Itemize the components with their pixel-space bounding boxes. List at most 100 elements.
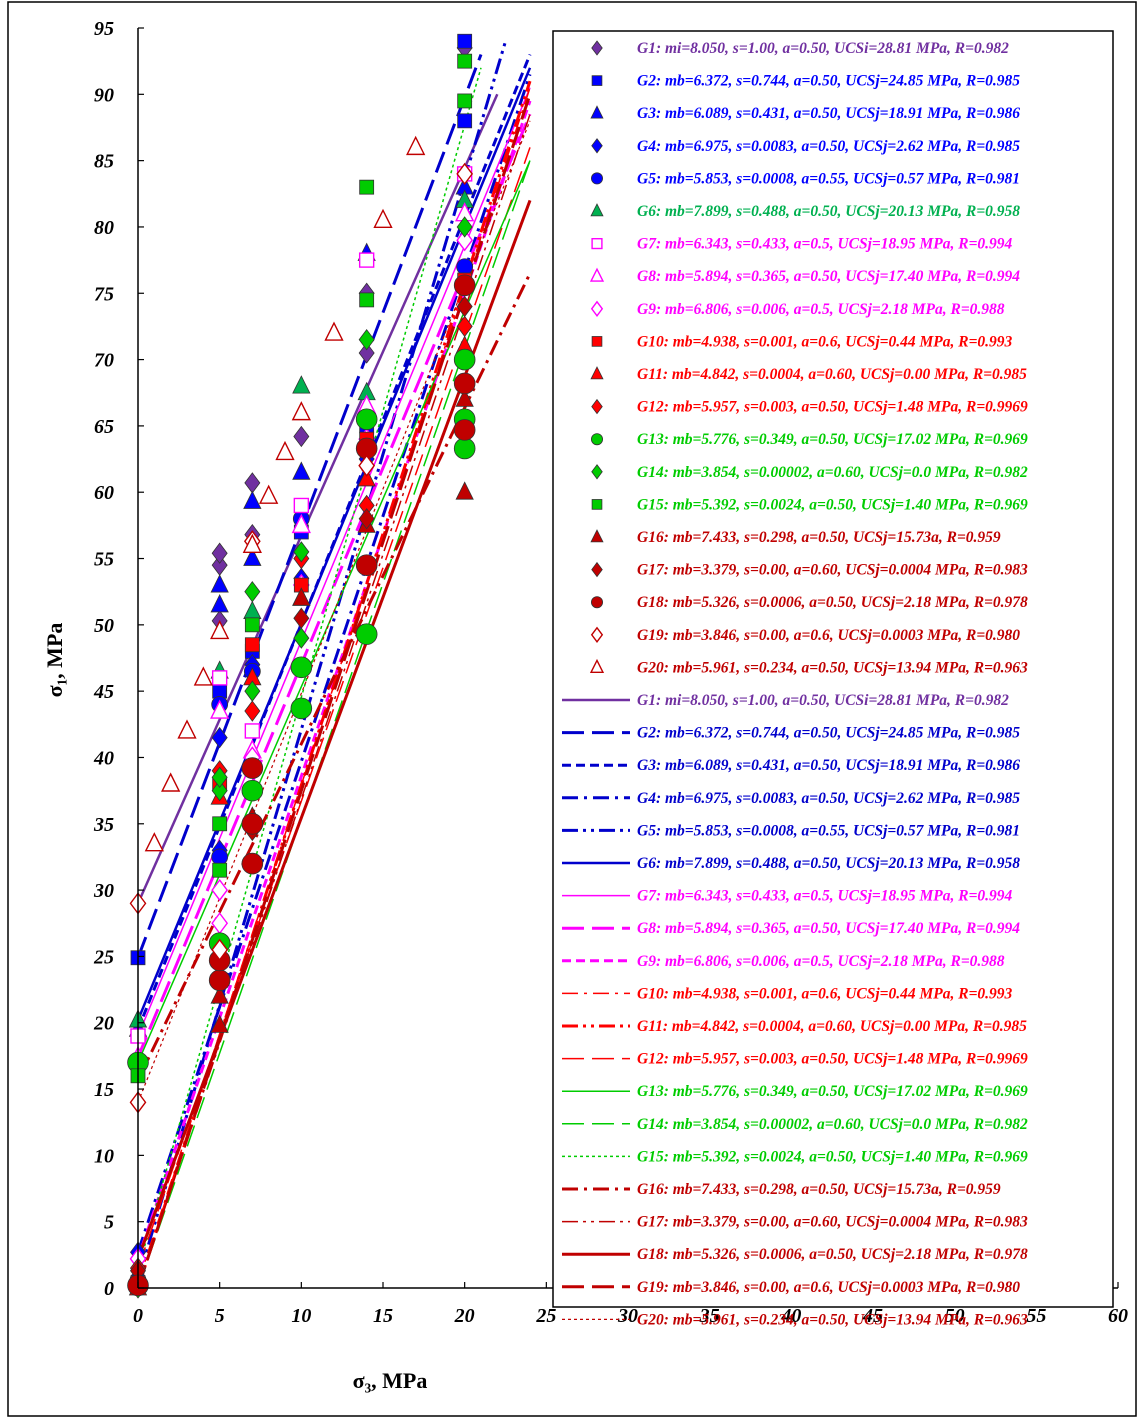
point-g8 (291, 513, 311, 534)
point-g2 (457, 33, 473, 49)
point-g15 (244, 617, 260, 633)
point-g5 (456, 258, 474, 276)
y-tick-label: 35 (93, 814, 114, 836)
point-g15 (457, 93, 473, 109)
fit-line-1 (136, 93, 499, 904)
point-g20 (324, 321, 344, 341)
fit-line-9 (136, 100, 532, 1260)
point-g18 (208, 969, 231, 992)
y-tick-label: 50 (94, 615, 114, 637)
point-g20 (144, 832, 164, 852)
y-tick-label: 65 (94, 416, 114, 438)
point-g20 (373, 208, 393, 229)
y-tick-label: 85 (94, 151, 114, 173)
point-g13 (290, 656, 313, 679)
point-g7 (293, 497, 310, 514)
x-tick-label: 15 (373, 1305, 393, 1327)
point-g12 (456, 315, 473, 338)
point-g3 (210, 594, 229, 613)
y-axis-title: σ₁, MPa (42, 623, 67, 698)
legend-marker-g9 (590, 300, 604, 317)
point-g17 (293, 607, 310, 629)
legend-marker-g19 (590, 626, 604, 643)
point-g19 (456, 162, 474, 186)
point-g14 (211, 779, 228, 802)
y-tick-label: 95 (94, 18, 114, 40)
fit-line-5 (136, 40, 507, 1281)
point-g14 (293, 541, 310, 563)
point-g13 (355, 623, 378, 645)
legend-fit-label-g3: G3: mb=6.089, s=0.431, a=0.50, UCSj=18.9… (637, 757, 1020, 774)
legend-fit-label-g18: G18: mb=5.326, s=0.0006, a=0.50, UCSj=2.… (637, 1246, 1028, 1263)
x-tick-label: 25 (535, 1305, 556, 1327)
point-g3 (243, 490, 262, 509)
y-tick-label: 90 (94, 84, 114, 106)
legend-fit-label-g4: G4: mb=6.975, s=0.0083, a=0.50, UCSj=2.6… (637, 790, 1020, 807)
y-tick-label: 55 (94, 549, 114, 571)
legend-marker-g3 (590, 105, 604, 119)
legend-fit-label-g11: G11: mb=4.842, s=0.0004, a=0.60, UCSj=0.… (637, 1018, 1027, 1035)
legend-label-g9: G9: mb=6.806, s=0.006, a=0.5, UCSj=2.18 … (637, 301, 1005, 318)
x-tick-label: 20 (454, 1305, 475, 1327)
legend-marker-g17 (591, 561, 603, 578)
legend-fit-label-g12: G12: mb=5.957, s=0.003, a=0.50, UCSj=1.4… (637, 1051, 1028, 1068)
point-g14 (456, 216, 473, 238)
point-g20 (177, 719, 197, 739)
legend-fit-label-g9: G9: mb=6.806, s=0.006, a=0.5, UCSj=2.18 … (637, 953, 1005, 970)
point-g8 (210, 699, 230, 719)
point-g16 (210, 1014, 229, 1033)
point-g13 (355, 408, 378, 431)
point-g15 (359, 292, 375, 308)
legend-label-g4: G4: mb=6.975, s=0.0083, a=0.50, UCSj=2.6… (637, 138, 1020, 155)
legend-label-g3: G3: mb=6.089, s=0.431, a=0.50, UCSj=18.9… (637, 105, 1020, 122)
axes: 0 5 10 15 20 25 30 35 40 45 50 55 60 0 5 10 15 20 25 30 35 40… (93, 18, 1128, 1327)
x-tick-label: 55 (1026, 1305, 1046, 1327)
x-tick-label: 0 (133, 1305, 143, 1327)
point-g5 (211, 848, 229, 866)
point-g3 (292, 461, 311, 480)
point-g18 (241, 852, 264, 875)
point-g13 (241, 779, 264, 802)
point-g14 (358, 329, 375, 351)
legend-label-g6: G6: mb=7.899, s=0.488, a=0.50, UCSj=20.1… (637, 203, 1020, 220)
point-g15 (212, 816, 228, 832)
legend-box (552, 30, 1114, 1308)
fit-line-17 (137, 113, 531, 1289)
legend-marker-g4 (591, 138, 603, 154)
point-g15 (359, 179, 375, 195)
y-tick-label: 5 (104, 1212, 114, 1234)
legend-fit-label-g16: G16: mb=7.433, s=0.298, a=0.50, UCSj=15.… (637, 1181, 1001, 1198)
legend-label-g16: G16: mb=7.433, s=0.298, a=0.50, UCSj=15.… (637, 529, 1001, 546)
legend-marker-g13 (591, 433, 604, 446)
point-g7 (211, 670, 228, 686)
legend-marker-g8 (589, 267, 605, 282)
legend-label-g17: G17: mb=3.379, s=0.00, a=0.60, UCSj=0.00… (637, 562, 1028, 579)
point-g20 (161, 772, 181, 792)
y-tick-label: 0 (104, 1278, 114, 1300)
legend-fit-label-g13: G13: mb=5.776, s=0.349, a=0.50, UCSj=17.… (637, 1083, 1028, 1100)
y-tick-label: 70 (94, 350, 114, 372)
legend-marker-g5 (591, 172, 604, 185)
point-g1 (293, 425, 310, 448)
legend-marker-g14 (591, 464, 603, 480)
legend-fit-label-g20: G20: mb=5.961, s=0.234, a=0.50, UCSj=13.… (637, 1311, 1028, 1328)
legend-label-g19: G19: mb=3.846, s=0.00, a=0.6, UCSj=0.000… (637, 627, 1020, 644)
legend-marker-g18 (591, 596, 604, 609)
x-tick-label: 60 (1108, 1305, 1128, 1327)
point-g16 (292, 587, 311, 606)
legend-fit-label-g15: G15: mb=5.392, s=0.0024, a=0.50, UCSj=1.… (637, 1148, 1028, 1165)
legend-label-g10: G10: mb=4.938, s=0.001, a=0.6, UCSj=0.44… (637, 333, 1013, 350)
point-g1 (211, 542, 228, 564)
legend-marker-g1 (591, 40, 603, 56)
legend-fit-label-g7: G7: mb=6.343, s=0.433, a=0.5, UCSj=18.95… (637, 888, 1013, 905)
legend-fit-label-g6: G6: mb=7.899, s=0.488, a=0.50, UCSj=20.1… (637, 855, 1020, 872)
legend-label-g5: G5: mb=5.853, s=0.0008, a=0.55, UCSj=0.5… (637, 170, 1020, 187)
point-g14 (244, 680, 261, 702)
point-g15 (457, 53, 473, 69)
y-tick-label: 20 (93, 1013, 114, 1035)
point-g11 (357, 468, 376, 487)
point-g2 (457, 113, 473, 129)
point-g20 (210, 619, 230, 640)
